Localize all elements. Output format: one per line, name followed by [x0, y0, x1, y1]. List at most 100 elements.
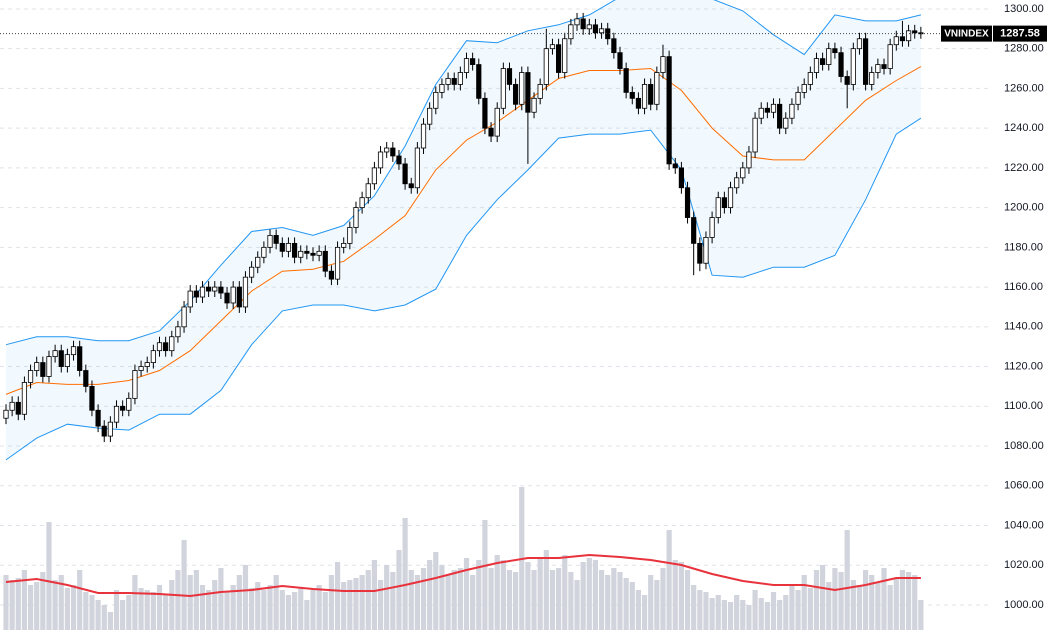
volume-bar: [40, 572, 46, 630]
candle-body: [267, 235, 273, 248]
volume-bar: [752, 590, 758, 630]
volume-bar: [107, 612, 113, 630]
volume-bar: [457, 568, 463, 630]
volume-bar: [451, 570, 457, 630]
volume-bar: [746, 605, 752, 630]
candle-body: [181, 306, 187, 328]
candle-body: [138, 366, 144, 371]
volume-bar: [691, 585, 697, 630]
candle-body: [899, 36, 906, 42]
band-layer: [5, 0, 922, 461]
candle-body: [328, 270, 335, 280]
candle-body: [193, 290, 199, 298]
volume-bar: [126, 595, 132, 630]
candle-body: [832, 48, 838, 54]
candle-body: [494, 107, 500, 137]
candle-body: [95, 409, 101, 427]
volume-bar: [230, 585, 236, 630]
candle-body: [574, 18, 580, 26]
volume-bar: [377, 580, 384, 630]
candle-body: [156, 342, 163, 352]
band-lower: [5, 117, 922, 461]
y-tick-label: 1140.00: [1004, 321, 1043, 333]
volume-bar: [470, 575, 476, 630]
candle-body: [875, 64, 881, 73]
candle-body: [715, 197, 721, 218]
candle-body: [678, 167, 685, 189]
candle-body: [697, 242, 703, 264]
volume-bar: [525, 562, 531, 630]
volume-bar: [543, 550, 549, 630]
candle-body: [586, 24, 592, 30]
candle-body: [101, 425, 107, 437]
candle-body: [813, 58, 820, 73]
volume-bar: [70, 585, 77, 630]
y-tick-label: 1060.00: [1004, 480, 1044, 492]
volume-bar: [672, 560, 678, 630]
candle-body: [611, 38, 617, 54]
candle-body: [641, 84, 648, 109]
y-tick-label: 1100.00: [1004, 400, 1043, 412]
candle-body: [230, 286, 236, 304]
volume-bar: [359, 575, 365, 630]
volume-bar: [322, 592, 328, 630]
volume-bar: [420, 568, 427, 630]
volume-bar: [918, 600, 924, 630]
volume-bar: [402, 518, 408, 630]
volume-layer: [3, 487, 924, 630]
candle-body: [64, 354, 70, 367]
candle-body: [218, 286, 224, 294]
volume-bar: [433, 552, 439, 630]
candle-body: [568, 24, 574, 40]
volume-bar: [120, 600, 126, 630]
volume-bar: [887, 585, 893, 630]
volume-bar: [869, 575, 875, 630]
candle-body: [519, 72, 525, 105]
volume-bar: [623, 578, 629, 630]
candle-body: [556, 44, 562, 73]
volume-bar: [3, 575, 9, 630]
volume-bar: [580, 562, 586, 630]
volume-bar: [150, 592, 156, 630]
volume-bar: [494, 555, 500, 630]
candle-body: [513, 84, 519, 105]
candle-body: [304, 250, 310, 254]
y-tick-label: 1160.00: [1004, 281, 1043, 293]
candle-body: [758, 107, 764, 119]
symbol-label: VNINDEX: [944, 28, 989, 39]
volume-bar: [285, 595, 292, 630]
volume-bar: [439, 565, 445, 630]
volume-bar: [445, 575, 451, 630]
candle-body: [113, 405, 120, 423]
volume-bar: [592, 560, 599, 630]
volume-bar: [537, 558, 543, 630]
candle-body: [9, 401, 15, 411]
volume-bar: [488, 568, 494, 630]
volume-bar: [629, 582, 635, 630]
candle-body: [27, 370, 34, 383]
volume-bar: [310, 590, 316, 630]
candle-body: [279, 242, 285, 252]
volume-bar: [783, 595, 789, 630]
volume-bar: [513, 572, 519, 630]
candle-body: [746, 151, 752, 169]
candle-body: [150, 350, 156, 363]
volume-bar: [912, 575, 918, 630]
candle-body: [163, 342, 169, 352]
candle-body: [801, 84, 807, 93]
candle-body: [531, 97, 537, 113]
volume-bar: [138, 588, 144, 630]
volume-bar: [34, 582, 40, 630]
candle-body: [893, 36, 899, 46]
volume-bar: [844, 530, 850, 630]
candle-body: [476, 64, 482, 99]
candle-body: [617, 52, 623, 69]
candle-body: [543, 48, 549, 85]
volume-bar: [666, 530, 672, 630]
candle-body: [334, 246, 341, 280]
candle-body: [89, 386, 95, 411]
candle-body: [850, 48, 856, 85]
volume-bar: [795, 590, 801, 630]
volume-bar: [826, 582, 832, 630]
candle-body: [537, 84, 543, 99]
